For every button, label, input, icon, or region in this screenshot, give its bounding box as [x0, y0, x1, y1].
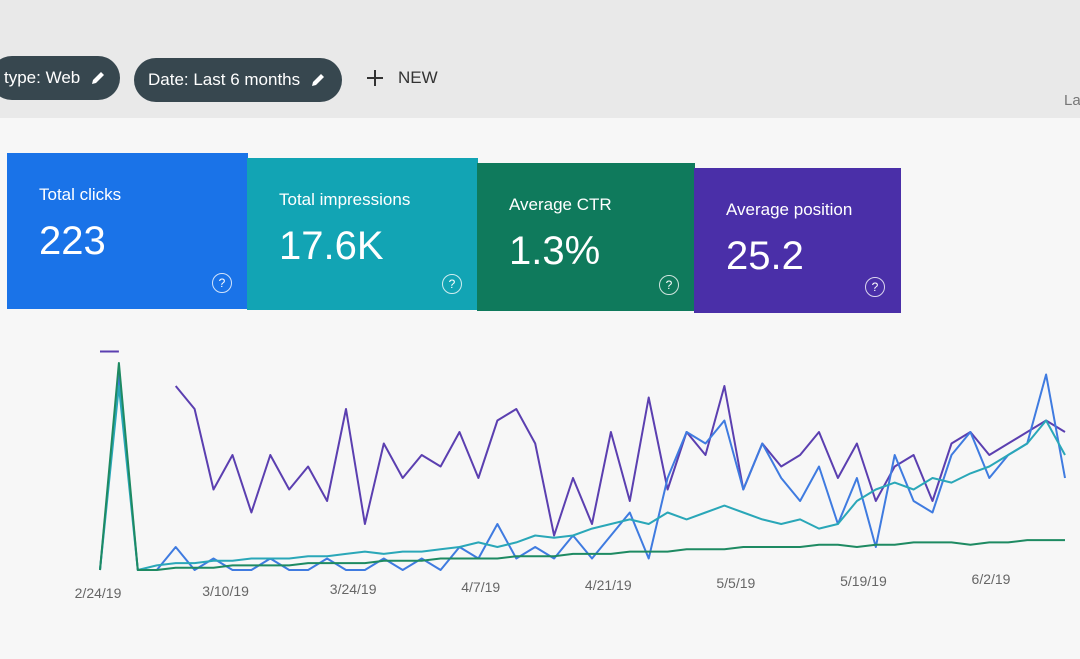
help-icon[interactable]: ? [659, 275, 679, 295]
x-tick-label: 4/7/19 [461, 579, 500, 595]
filter-chip[interactable]: type: Web [0, 56, 121, 100]
chart: 2/24/19 3/10/19 3/24/19 4/7/19 4/21/19 5/5/19… [75, 350, 1066, 601]
metric-label: Average CTR [509, 195, 612, 214]
metric-value: 17.6K [279, 224, 384, 268]
x-tick-label: 4/21/19 [585, 577, 632, 593]
x-tick-label: 5/19/19 [840, 573, 887, 589]
metric-value: 1.3% [509, 229, 601, 273]
truncated-text: La [1064, 92, 1080, 109]
metric-value: 25.2 [726, 234, 804, 278]
filter-chip[interactable]: Date: Last 6 months [134, 58, 342, 102]
help-icon[interactable]: ? [442, 274, 462, 294]
new-button[interactable]: NEW [366, 68, 438, 88]
x-tick-label: 2/24/19 [75, 585, 122, 601]
metric-card[interactable]: Total impressions 17.6K? [247, 158, 478, 310]
metric-label: Total impressions [279, 190, 411, 209]
metric-value: 223 [39, 219, 106, 263]
help-icon[interactable]: ? [865, 277, 885, 297]
chip-text: type: Web [4, 68, 81, 87]
metric-label: Total clicks [39, 185, 122, 204]
metric-card[interactable]: Average position 25.2? [694, 168, 901, 313]
series-line [100, 350, 1066, 537]
x-tick-label: 6/2/19 [972, 571, 1011, 587]
new-text: NEW [398, 68, 438, 87]
chip-text: Date: Last 6 months [148, 70, 301, 89]
help-icon[interactable]: ? [212, 273, 232, 293]
series-line [99, 362, 1065, 571]
x-tick-label: 3/10/19 [202, 583, 249, 599]
edit-icon [312, 74, 325, 86]
metric-label: Average position [726, 200, 853, 219]
plus-icon [367, 70, 383, 86]
metric-card[interactable]: Total clicks 223? [7, 153, 248, 309]
metric-card[interactable]: Average CTR 1.3%? [477, 163, 695, 311]
x-tick-label: 5/5/19 [716, 575, 755, 591]
series-line [99, 373, 1066, 571]
series-line [99, 385, 1066, 571]
edit-icon [92, 72, 105, 84]
x-tick-label: 3/24/19 [330, 581, 377, 597]
